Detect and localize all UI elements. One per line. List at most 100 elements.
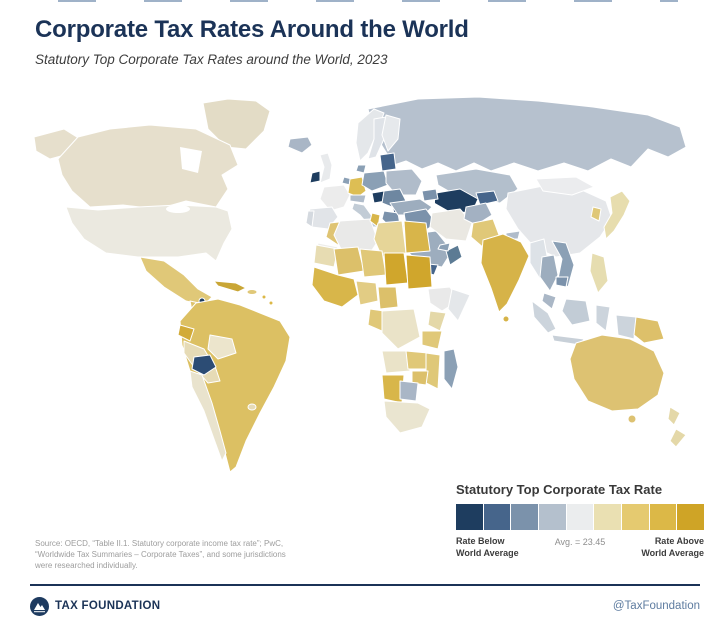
region-angola: [381, 350, 411, 374]
region-india: [480, 233, 530, 313]
region-uruguay: [247, 403, 257, 411]
twitter-handle[interactable]: @TaxFoundation: [612, 600, 700, 612]
region-papua-new-guinea: [633, 316, 665, 344]
region-australia: [569, 334, 665, 412]
region-borneo: [561, 298, 591, 326]
region-zambia: [405, 350, 429, 370]
legend-label-above: Rate Above World Average: [641, 536, 704, 559]
region-poland-czechia: [361, 170, 389, 192]
region-south-korea: [590, 206, 602, 222]
legend-swatch: [539, 504, 566, 530]
legend-average-label: Avg. = 23.45: [554, 537, 606, 547]
footer-divider: [30, 584, 700, 586]
region-ireland: [309, 170, 321, 184]
legend-swatches: [456, 504, 705, 530]
region-uae: [437, 242, 451, 252]
legend-label-below-line1: Rate Below: [456, 536, 505, 546]
region-caribbean-islands: [261, 294, 267, 300]
region-hispaniola: [246, 289, 258, 295]
region-zimbabwe: [411, 370, 429, 386]
region-ecuador: [177, 324, 195, 342]
region-germany: [347, 176, 367, 198]
world-map-svg: [33, 96, 687, 473]
region-madagascar: [443, 348, 459, 390]
source-line-2: “Worldwide Tax Summaries – Corporate Tax…: [35, 549, 286, 559]
legend-labels: Rate Below World Average Avg. = 23.45 Ra…: [456, 536, 704, 559]
legend-swatch: [483, 504, 511, 530]
great-lakes: [166, 205, 190, 213]
region-malaysia: [541, 292, 557, 310]
region-vietnam-laos: [551, 240, 575, 288]
region-botswana: [399, 380, 419, 402]
region-greenland: [202, 98, 271, 150]
region-baltics: [379, 152, 397, 172]
region-mali: [333, 246, 365, 276]
region-denmark: [355, 164, 367, 174]
region-mauritania: [313, 244, 339, 268]
region-kenya: [427, 310, 447, 332]
region-sri-lanka: [502, 315, 510, 323]
footer: TAX FOUNDATION @TaxFoundation: [30, 592, 700, 620]
legend-label-below: Rate Below World Average: [456, 536, 519, 559]
region-belarus-ukraine: [385, 168, 423, 196]
source-note: Source: OECD, “Table II.1. Statutory cor…: [35, 539, 286, 571]
region-russia: [367, 96, 687, 172]
region-france: [319, 184, 351, 212]
region-philippines: [589, 252, 609, 294]
legend-label-below-line2: World Average: [456, 547, 519, 558]
legend-label-above-line2: World Average: [641, 547, 704, 558]
region-nigeria: [355, 280, 379, 306]
region-chad: [383, 252, 409, 286]
legend-label-above-line1: Rate Above: [654, 536, 704, 546]
region-west-new-guinea: [615, 314, 637, 340]
region-bolivia: [207, 334, 237, 360]
page-subtitle: Statutory Top Corporate Tax Rates around…: [35, 52, 388, 67]
region-niger: [359, 248, 387, 278]
region-tasmania: [627, 414, 637, 424]
hudson-bay: [180, 147, 202, 173]
world-map: [28, 95, 700, 487]
region-mongolia: [535, 176, 595, 196]
region-japan: [603, 190, 631, 240]
region-thailand: [539, 254, 559, 292]
region-finland: [381, 114, 401, 152]
region-west-africa: [311, 266, 359, 308]
region-iran: [429, 208, 473, 242]
page-title: Corporate Tax Rates Around the World: [35, 16, 469, 43]
region-kyrgyzstan-tajikistan: [475, 190, 499, 206]
legend-swatch: [456, 504, 483, 530]
region-somalia: [447, 288, 471, 322]
legend-swatch: [594, 504, 622, 530]
legend-swatch: [511, 504, 539, 530]
legend-swatch: [622, 504, 649, 530]
region-new-zealand-north: [667, 406, 681, 426]
region-switzerland-austria: [349, 194, 367, 204]
region-sumatra: [531, 300, 557, 334]
legend-swatch: [649, 504, 677, 530]
legend-swatch: [677, 504, 705, 530]
region-canada: [57, 124, 239, 210]
region-usa: [65, 204, 233, 262]
region-oman: [445, 244, 463, 266]
region-south-africa: [383, 400, 431, 434]
source-line-1: Source: OECD, “Table II.1. Statutory cor…: [35, 539, 284, 548]
brand-name: TAX FOUNDATION: [55, 600, 161, 612]
region-kazakhstan: [435, 168, 519, 204]
tax-foundation-logo-icon: [30, 596, 49, 616]
legend-swatch: [566, 504, 594, 530]
region-iceland: [287, 136, 313, 154]
region-paraguay: [191, 354, 217, 376]
region-united-kingdom: [319, 152, 333, 184]
brand: TAX FOUNDATION: [30, 596, 161, 616]
region-chile: [189, 370, 227, 462]
region-caucasus: [421, 188, 439, 202]
region-caribbean-islands: [268, 300, 274, 306]
legend-title: Statutory Top Corporate Tax Rate: [456, 482, 663, 497]
region-egypt: [403, 220, 431, 254]
region-afghanistan: [463, 202, 493, 226]
region-new-zealand-south: [669, 428, 687, 448]
region-drc: [381, 308, 421, 350]
region-sulawesi: [595, 304, 611, 332]
legend: Statutory Top Corporate Tax Rate Rate Be…: [456, 482, 705, 559]
